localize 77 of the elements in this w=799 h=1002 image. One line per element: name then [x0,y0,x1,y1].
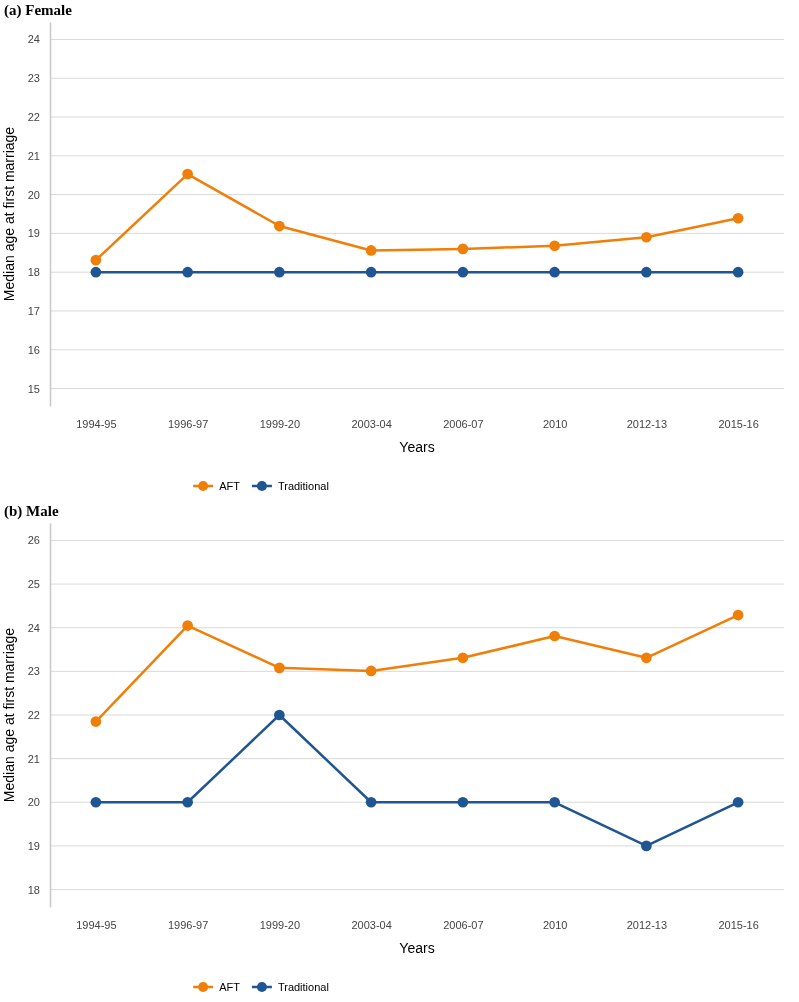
y-tick-label: 17 [27,304,40,317]
x-tick-label: 2006-07 [443,918,484,931]
x-tick-label: 2015-16 [718,417,759,430]
x-tick-label: 2012-13 [626,417,668,430]
point [90,266,102,278]
x-axis-title: Years [399,940,435,956]
y-tick-label: 23 [27,72,40,85]
point [365,796,377,808]
x-tick-label: 2006-07 [443,417,484,430]
point [549,240,560,252]
point [274,266,285,278]
point [457,652,469,664]
x-tick-label: 2012-13 [626,918,668,931]
x-axis-title: Years [399,439,435,455]
y-tick-label: 22 [27,709,40,722]
x-tick-label: 2003-04 [351,417,392,430]
point [90,254,102,266]
y-tick-label: 23 [27,665,40,678]
y-axis-title: Median age at first marriage [1,627,17,803]
x-tick-label: 1994-95 [76,918,117,931]
y-tick-label: 19 [27,839,40,852]
legend-label: AFT [219,480,241,492]
y-tick-label: 24 [27,33,40,46]
point [365,266,377,278]
point [641,652,652,664]
x-tick-label: 2010 [542,918,568,931]
point [457,796,469,808]
y-tick-label: 21 [27,149,40,162]
x-tick-label: 1999-20 [259,918,301,931]
y-tick-label: 20 [27,188,40,201]
point [457,266,469,278]
point [732,266,744,278]
x-tick-label: 2010 [542,417,568,430]
y-tick-label: 16 [27,343,40,356]
x-tick-label: 1996-97 [167,918,209,931]
point [365,665,377,677]
x-tick-label: 1996-97 [167,417,209,430]
point [457,243,469,255]
y-tick-label: 25 [27,578,40,591]
y-tick-label: 15 [27,382,40,395]
point [274,220,285,232]
point [182,620,193,631]
point [732,609,744,621]
y-tick-label: 22 [27,111,40,124]
legend-label: Traditional [277,981,329,993]
point [641,231,652,243]
point [549,266,560,278]
chart-title: (b) Male [4,503,59,520]
point [641,840,652,852]
point [182,266,193,278]
y-tick-label: 18 [27,883,40,896]
point [274,662,285,674]
chart-title: (a) Female [4,2,73,19]
y-tick-label: 20 [27,796,40,809]
point [732,212,744,224]
y-tick-label: 18 [27,266,40,279]
x-tick-label: 1999-20 [259,417,301,430]
x-tick-label: 1994-95 [76,417,117,430]
legend-label: AFT [219,981,241,993]
point [549,630,560,642]
legend-label: Traditional [277,480,329,492]
x-tick-label: 2015-16 [718,918,759,931]
point [549,796,560,808]
y-tick-label: 24 [27,621,40,634]
y-axis-title: Median age at first marriage [1,126,17,302]
y-tick-label: 26 [27,534,40,547]
y-tick-label: 19 [27,227,40,240]
point [641,266,652,278]
point [365,245,377,256]
point [90,796,102,808]
point [90,716,102,727]
point [732,796,744,808]
point [182,796,193,808]
y-tick-label: 21 [27,752,40,765]
point [182,168,193,180]
point [274,709,285,721]
x-tick-label: 2003-04 [351,918,392,931]
